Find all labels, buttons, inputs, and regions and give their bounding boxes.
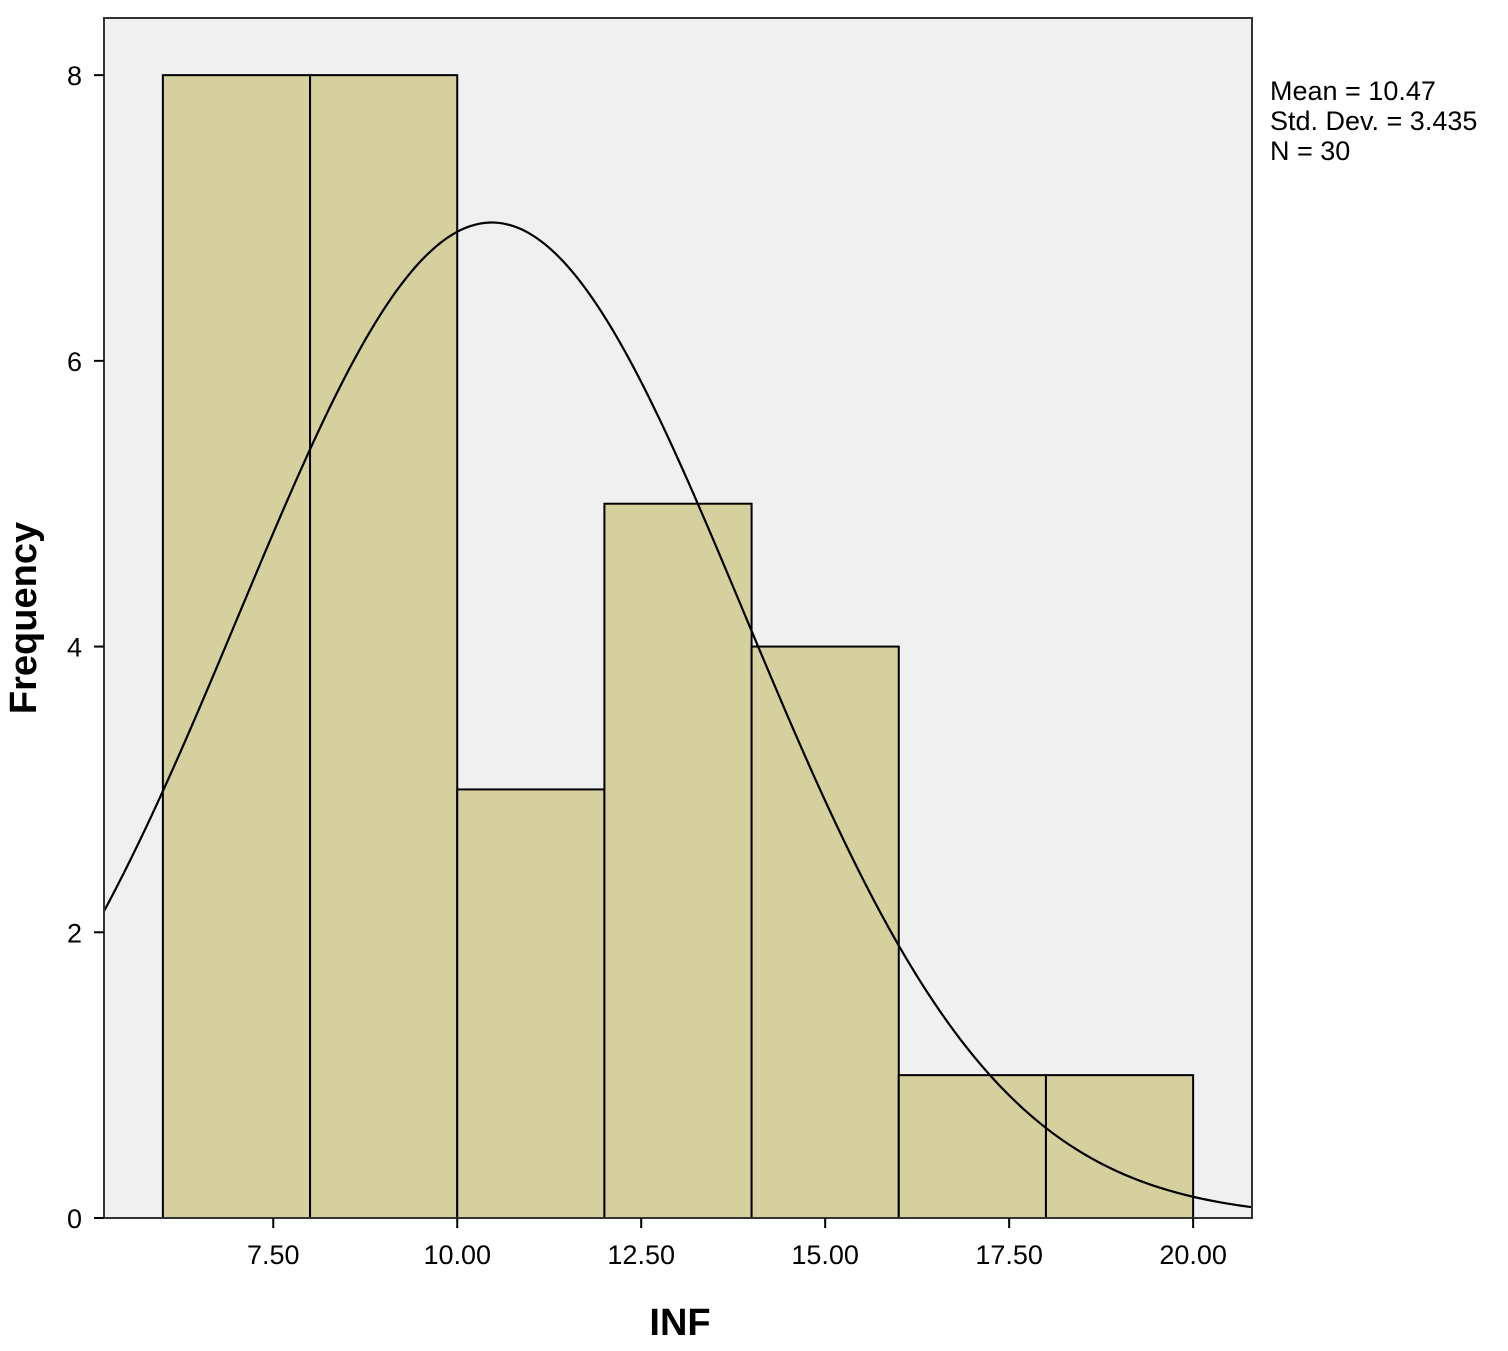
histogram-bars (161, 74, 1195, 1220)
histogram-bar (1044, 1074, 1195, 1219)
histogram-bar (750, 645, 900, 1219)
histogram-bar (456, 788, 606, 1220)
histogram-bar (603, 502, 753, 1219)
x-tick-label: 17.50 (975, 1240, 1043, 1270)
stats-mean: Mean = 10.47 (1270, 76, 1436, 106)
x-tick-label: 12.50 (607, 1240, 675, 1270)
y-tick-label: 6 (67, 347, 82, 377)
x-tick-label: 15.00 (791, 1240, 859, 1270)
y-tick-label: 8 (67, 61, 82, 91)
histogram-bar (897, 1074, 1047, 1219)
x-tick-label: 10.00 (423, 1240, 491, 1270)
y-axis-title: Frequency (3, 522, 45, 714)
x-axis-title: INF (649, 1302, 710, 1344)
stats-legend: Mean = 10.47 Std. Dev. = 3.435 N = 30 (1270, 76, 1477, 166)
y-axis: 0 2 4 6 8 (67, 61, 104, 1234)
stats-std-dev: Std. Dev. = 3.435 (1270, 106, 1477, 136)
y-tick-label: 4 (67, 633, 82, 663)
histogram-bar (309, 74, 459, 1220)
x-tick-label: 20.00 (1159, 1240, 1227, 1270)
normal-curve (103, 221, 1253, 1209)
y-tick-label: 2 (67, 918, 82, 948)
histogram-bar (161, 74, 312, 1220)
plot-frame (103, 17, 1253, 1219)
x-tick-label: 7.50 (247, 1240, 300, 1270)
x-axis: 7.50 10.00 12.50 15.00 17.50 20.00 (247, 1218, 1227, 1270)
stats-n: N = 30 (1270, 136, 1350, 166)
y-tick-label: 0 (67, 1204, 82, 1234)
